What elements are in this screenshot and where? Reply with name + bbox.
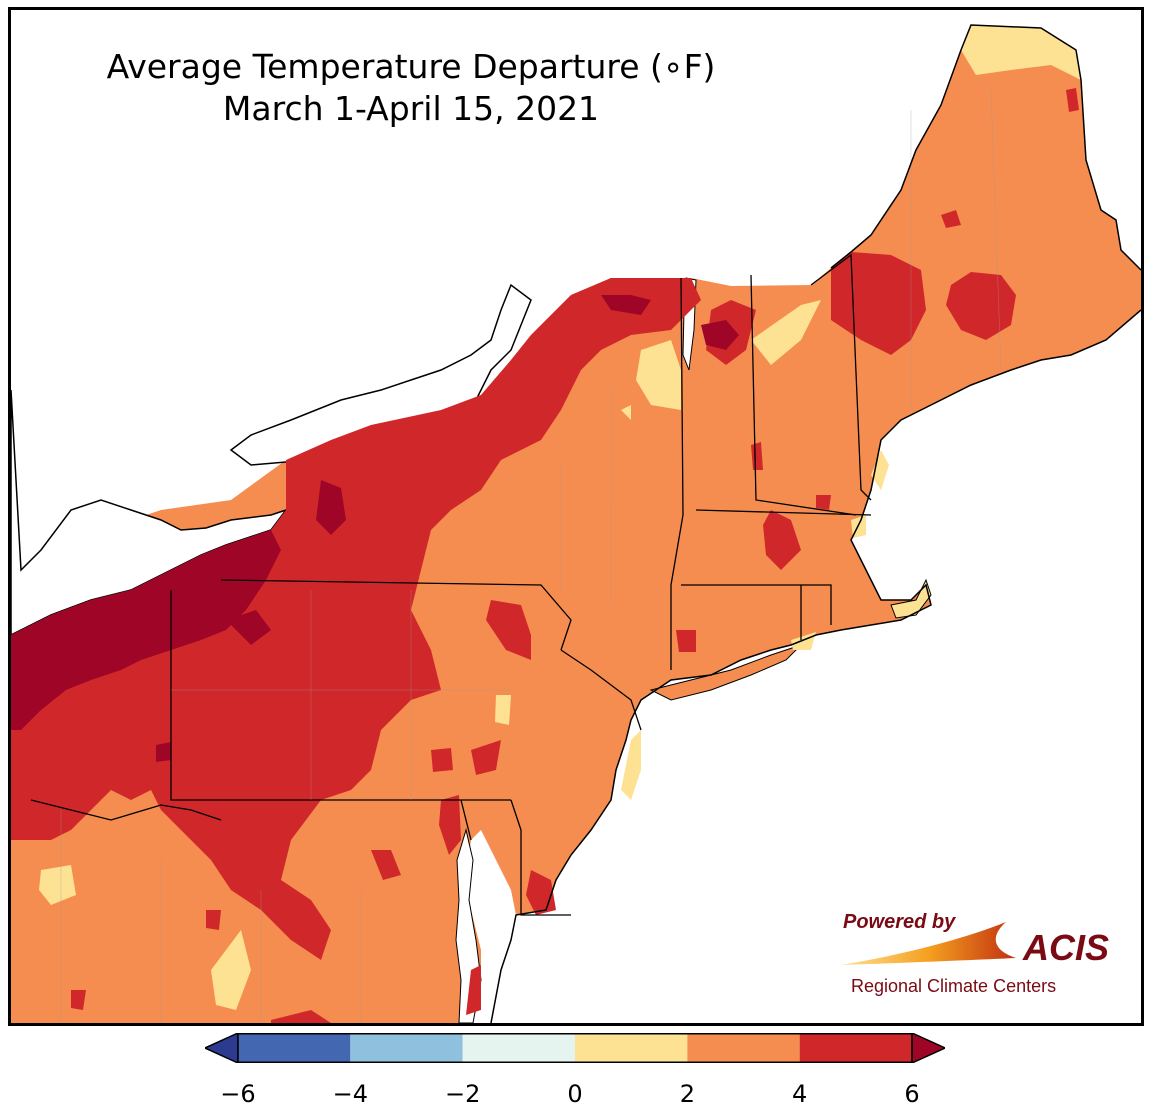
colorbar-bin-2 (462, 1033, 575, 1063)
maine-outline (830, 24, 1141, 271)
colorbar-tick-label: 2 (679, 1080, 695, 1108)
colorbar-bin-3 (575, 1033, 688, 1063)
colorbar (205, 1033, 945, 1063)
state-boundaries (30, 253, 872, 916)
powered-by-text: Powered by (843, 911, 956, 933)
departure-above-6-areas (11, 295, 739, 762)
colorbar-bin-5 (799, 1033, 912, 1063)
acis-logo: Powered by ACIS Regional Climate Centers (841, 911, 1109, 996)
cape-cod (890, 578, 932, 619)
regional-climate-centers-text: Regional Climate Centers (851, 976, 1056, 996)
colorbar-tick-label: −4 (332, 1080, 369, 1108)
coastline (490, 309, 1141, 1023)
colorbar-tick-label: 4 (792, 1080, 808, 1108)
map-panel: Average Temperature Departure (∘F) March… (8, 7, 1144, 1026)
temperature-departure-map (11, 24, 1141, 1023)
county-boundaries (60, 89, 1002, 1023)
logo-swoosh (841, 922, 1016, 965)
colorbar-tick-label: 6 (904, 1080, 920, 1108)
colorbar-bins (238, 1033, 912, 1063)
colorbar-under-arrow (205, 1033, 239, 1063)
colorbar-bin-1 (350, 1033, 463, 1063)
map-title: Average Temperature Departure (∘F) (106, 47, 716, 86)
colorbar-tick-label: −6 (220, 1080, 256, 1108)
acis-text: ACIS (1022, 927, 1109, 968)
colorbar-tick-label: 0 (567, 1080, 583, 1108)
colorbar-outline (237, 1033, 913, 1063)
atlantic-ocean (491, 310, 1141, 1023)
colorbar-bin-4 (687, 1033, 800, 1063)
map-subtitle: March 1-April 15, 2021 (222, 89, 600, 128)
colorbar-tick-label: −2 (444, 1080, 481, 1108)
colorbar-bin-0 (238, 1033, 351, 1063)
colorbar-over-arrow (911, 1033, 945, 1063)
